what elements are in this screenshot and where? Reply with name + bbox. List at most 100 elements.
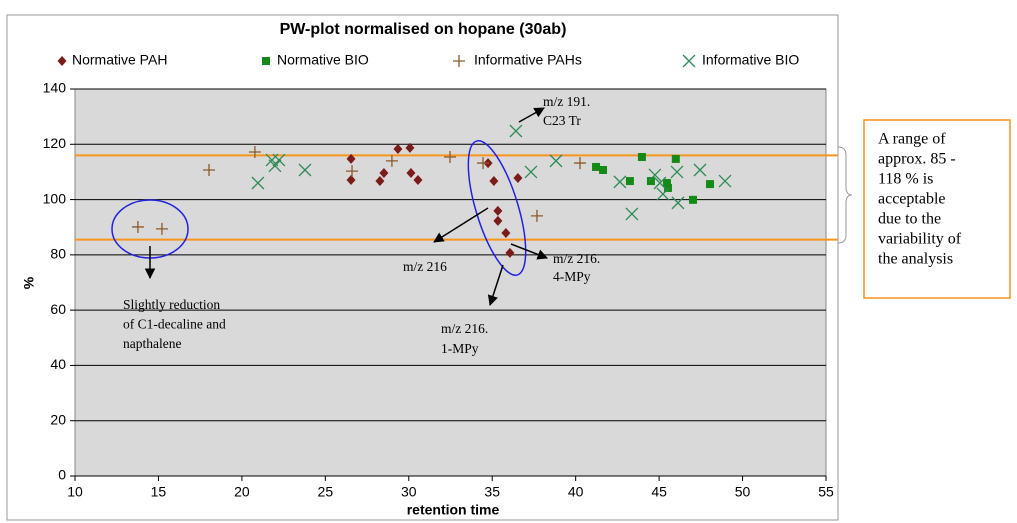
annotation: 4-MPy	[553, 269, 591, 284]
marker-cross	[718, 174, 732, 188]
marker-square	[625, 177, 634, 186]
annotation: variability of	[878, 231, 962, 248]
marker-cross	[625, 207, 639, 221]
y-tick-label: 20	[50, 411, 66, 427]
x-tick-label: 10	[67, 484, 83, 500]
marker-diamond	[406, 168, 416, 179]
y-tick-label: 120	[43, 135, 67, 151]
annotation: acceptable	[878, 191, 946, 208]
marker-cross	[671, 196, 685, 210]
marker-diamond	[346, 153, 356, 164]
marker-plus	[131, 220, 144, 233]
marker-cross	[298, 163, 312, 177]
marker-cross	[524, 165, 538, 179]
legend-label: Informative BIO	[702, 52, 799, 68]
arrow	[433, 207, 489, 243]
annotation: m/z 216	[403, 259, 447, 274]
y-tick-label: 80	[50, 246, 66, 262]
marker-diamond	[513, 173, 523, 184]
marker-diamond	[393, 143, 403, 154]
x-tick-label: 20	[234, 484, 250, 500]
brace	[837, 146, 853, 244]
marker-square	[706, 180, 715, 189]
marker-cross	[549, 154, 563, 168]
marker-diamond	[493, 215, 503, 226]
x-tick-label: 55	[818, 484, 834, 500]
marker-plus	[346, 165, 359, 178]
x-tick-label: 30	[401, 484, 417, 500]
marker-cross	[682, 54, 696, 68]
marker-plus	[248, 146, 261, 159]
marker-diamond	[413, 174, 423, 185]
marker-plus	[453, 55, 465, 67]
y-tick-label: 100	[43, 190, 67, 206]
marker-cross	[648, 168, 662, 182]
marker-cross	[272, 153, 286, 167]
annotation: 1-MPy	[441, 341, 479, 356]
marker-diamond	[375, 176, 385, 187]
marker-diamond	[493, 205, 503, 216]
marker-plus	[574, 157, 587, 170]
annotation: of C1-decaline and	[123, 317, 226, 332]
y-axis-title: %	[21, 276, 37, 289]
annotation: m/z 216.	[553, 251, 600, 266]
marker-diamond	[379, 168, 389, 179]
annotation: C23 Tr	[543, 113, 581, 128]
note-box	[863, 119, 1011, 299]
marker-square	[599, 165, 608, 174]
y-tick-label: 40	[50, 356, 66, 372]
marker-cross	[693, 163, 707, 177]
x-tick-label: 15	[151, 484, 167, 500]
marker-square	[671, 154, 680, 163]
x-tick-label: 40	[568, 484, 584, 500]
annotation: m/z 191.	[543, 94, 590, 109]
x-axis-title: retention time	[407, 502, 500, 518]
annotation: due to the	[878, 211, 941, 228]
marker-diamond	[57, 56, 67, 66]
arrow	[510, 243, 548, 260]
annotation: m/z 216.	[441, 321, 488, 336]
marker-cross	[251, 176, 265, 190]
marker-plus	[530, 209, 543, 222]
marker-square	[262, 57, 270, 65]
x-tick-label: 45	[651, 484, 667, 500]
annotation: 118 % is	[878, 171, 933, 188]
x-tick-label: 50	[735, 484, 751, 500]
y-tick-label: 140	[43, 80, 67, 96]
x-tick-label: 25	[318, 484, 334, 500]
marker-square	[662, 178, 671, 187]
y-tick-label: 60	[50, 301, 66, 317]
marker-square	[592, 162, 601, 171]
x-tick-label: 35	[484, 484, 500, 500]
marker-diamond	[505, 247, 515, 258]
marker-cross	[509, 124, 523, 138]
marker-plus	[443, 151, 456, 164]
plot-area	[74, 88, 827, 477]
arrow	[487, 264, 504, 306]
marker-diamond	[405, 142, 415, 153]
marker-diamond	[501, 228, 511, 239]
legend-label: Informative PAHs	[474, 52, 582, 68]
marker-square	[637, 153, 646, 162]
annotation: approx. 85 -	[878, 151, 956, 168]
marker-cross	[268, 159, 282, 173]
marker-diamond	[346, 174, 356, 185]
marker-cross	[656, 187, 670, 201]
legend-label: Normative BIO	[277, 52, 369, 68]
arrow	[518, 107, 545, 123]
marker-plus	[385, 154, 398, 167]
annotation: napthalene	[123, 336, 181, 351]
marker-plus	[203, 163, 216, 176]
chart-title: PW-plot normalised on hopane (30ab)	[280, 21, 567, 38]
annotation: the analysis	[878, 251, 953, 268]
y-tick-label: 0	[58, 467, 66, 483]
marker-cross	[670, 165, 684, 179]
marker-cross	[653, 176, 667, 190]
marker-square	[688, 195, 697, 204]
marker-plus	[155, 222, 168, 235]
marker-cross	[613, 175, 627, 189]
marker-square	[663, 183, 672, 192]
marker-square	[646, 177, 655, 186]
marker-plus	[477, 157, 490, 170]
